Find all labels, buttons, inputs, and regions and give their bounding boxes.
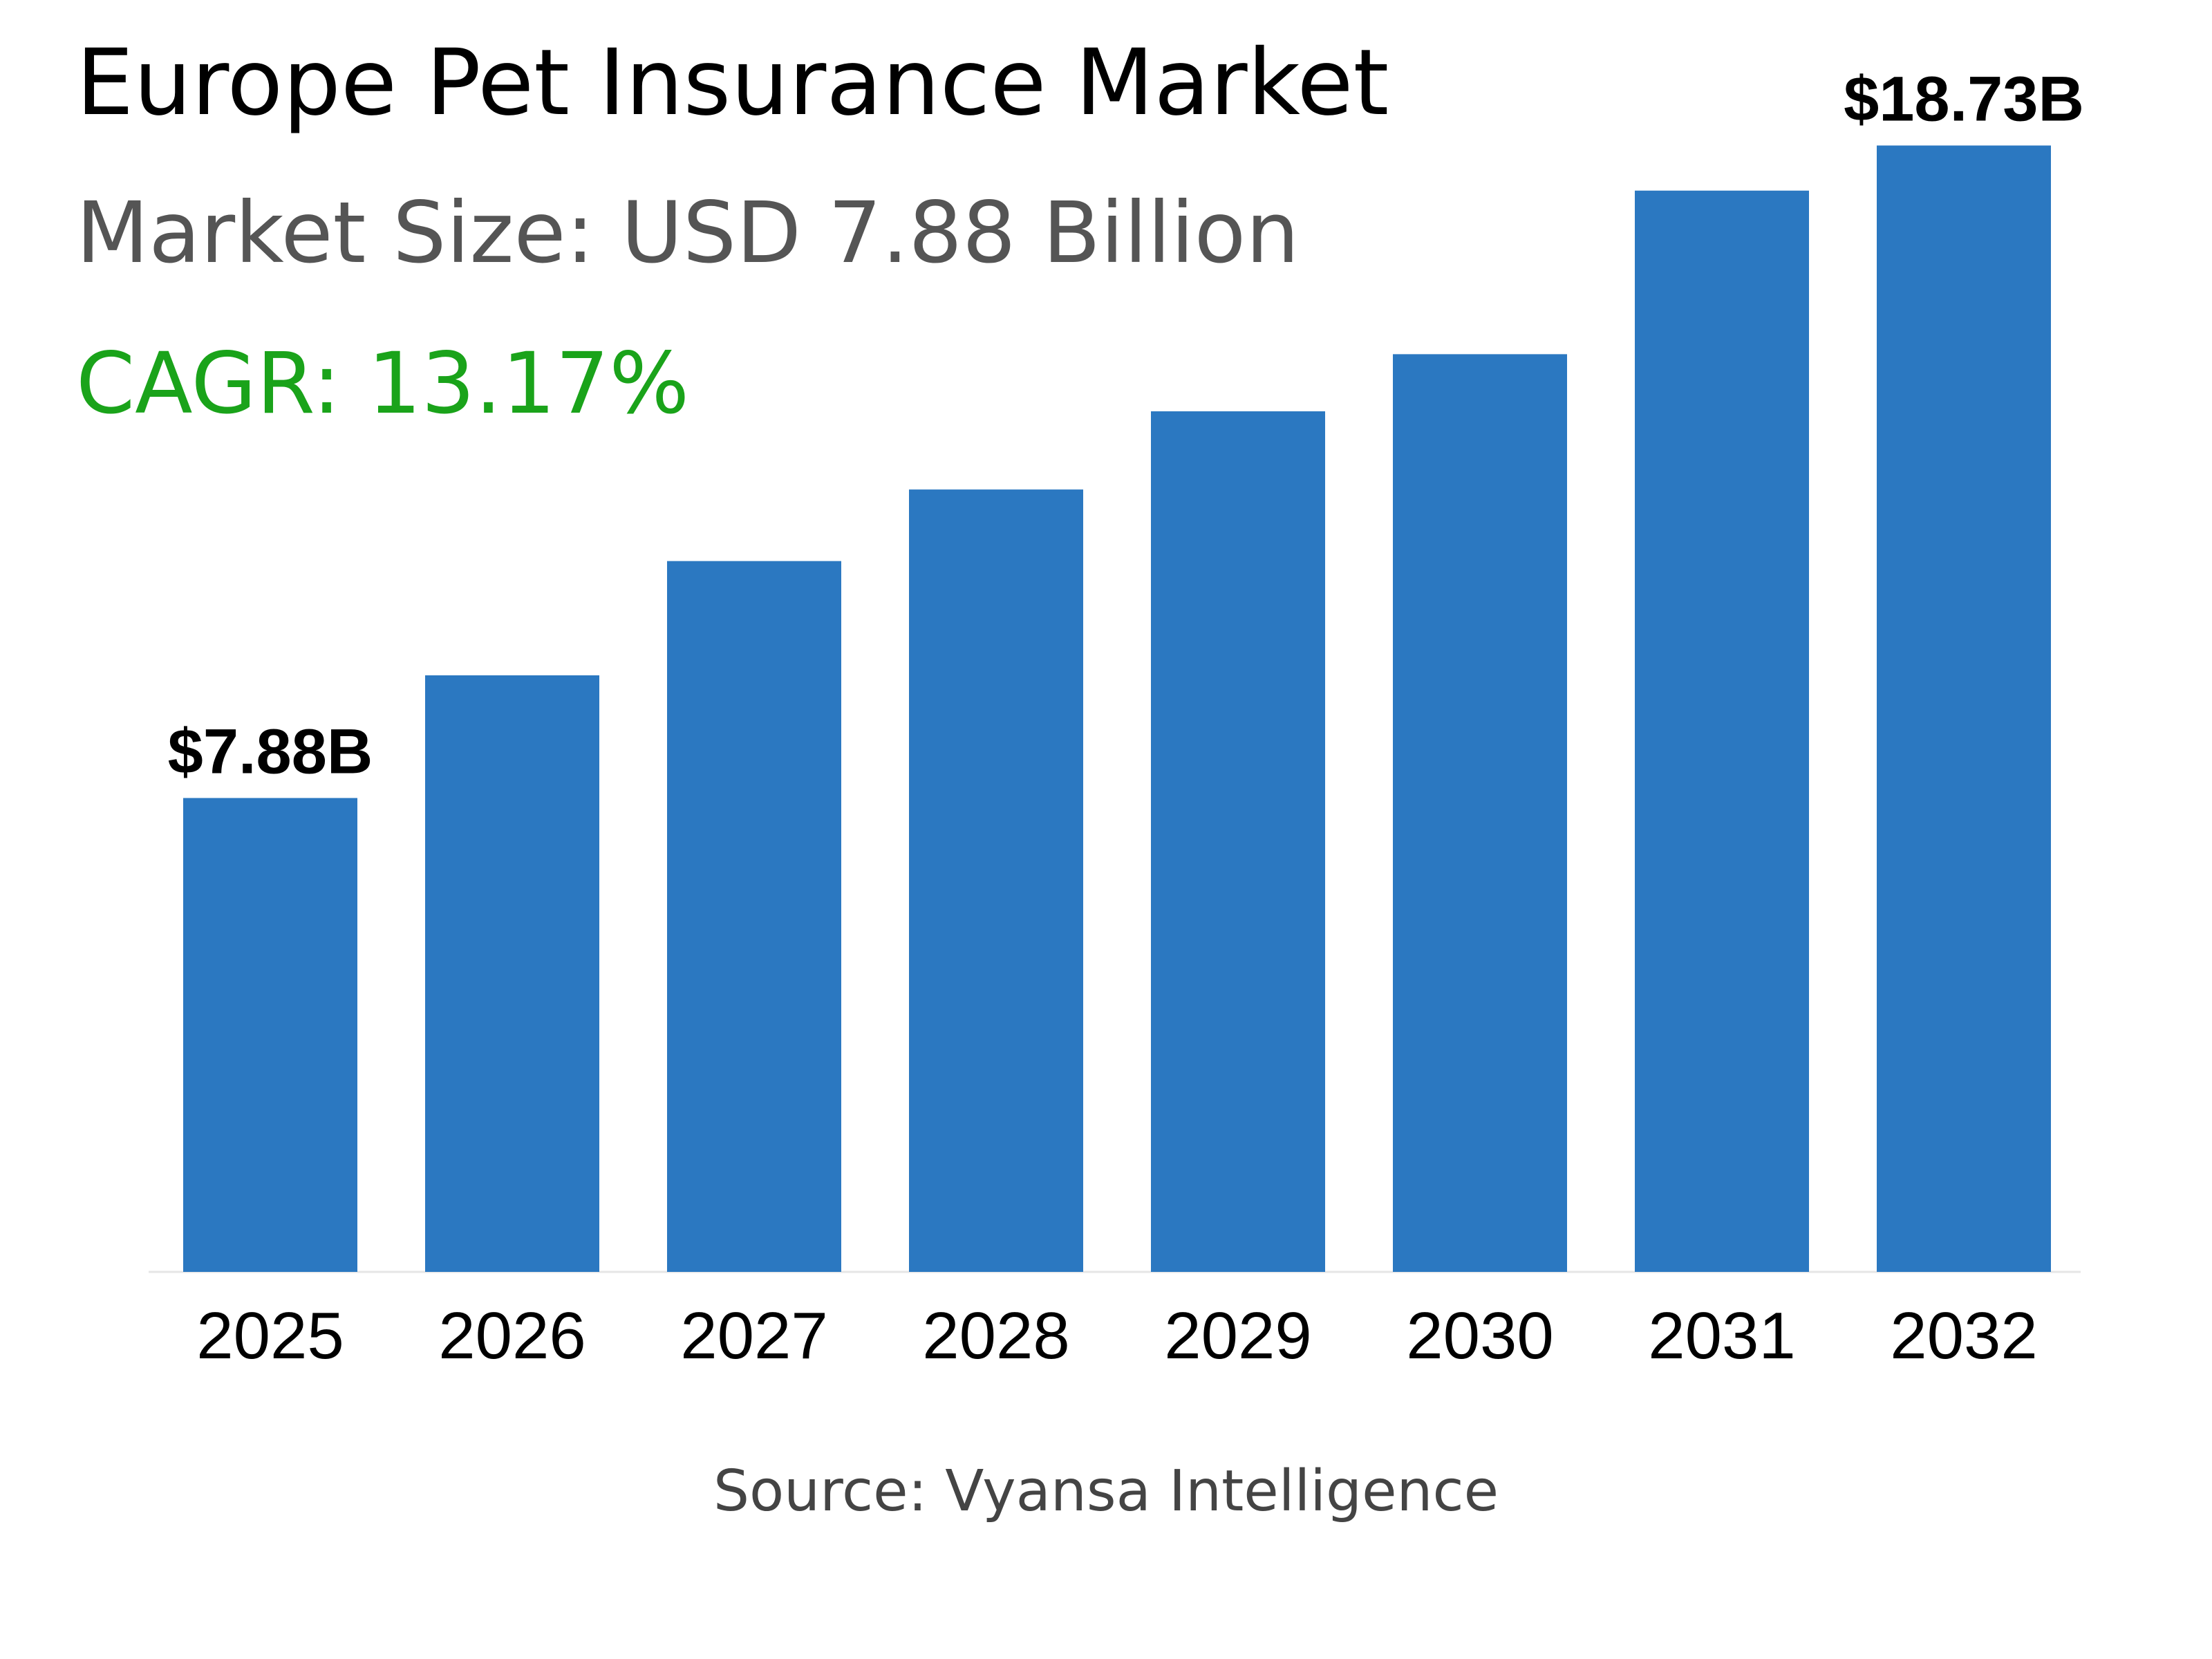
bar-2030 bbox=[1393, 354, 1567, 1272]
data-label-2032: $18.73B bbox=[1844, 64, 2084, 134]
x-tick-label-2025: 2025 bbox=[196, 1299, 344, 1373]
source-note: Source: Vyansa Intelligence bbox=[713, 1459, 1499, 1524]
x-tick-label-2026: 2026 bbox=[438, 1299, 586, 1373]
cagr-subtitle: CAGR: 13.17% bbox=[76, 335, 690, 433]
bar-2025 bbox=[183, 798, 357, 1272]
x-tick-label-2029: 2029 bbox=[1164, 1299, 1312, 1373]
x-tick-label-2031: 2031 bbox=[1648, 1299, 1796, 1373]
bar-2027 bbox=[667, 561, 841, 1273]
bar-2026 bbox=[425, 675, 599, 1272]
bar-2032 bbox=[1877, 145, 2051, 1273]
data-label-2025: $7.88B bbox=[168, 716, 373, 787]
x-tick-label-2030: 2030 bbox=[1406, 1299, 1554, 1373]
market-size-subtitle: Market Size: USD 7.88 Billion bbox=[76, 184, 1300, 282]
bar-2029 bbox=[1151, 411, 1325, 1272]
x-tick-label-2027: 2027 bbox=[680, 1299, 828, 1373]
chart-title: Europe Pet Insurance Market bbox=[76, 30, 1389, 136]
x-tick-label-2032: 2032 bbox=[1890, 1299, 2038, 1373]
bar-2031 bbox=[1635, 190, 1809, 1272]
x-tick-label-2028: 2028 bbox=[922, 1299, 1070, 1373]
bar-2028 bbox=[909, 489, 1083, 1272]
